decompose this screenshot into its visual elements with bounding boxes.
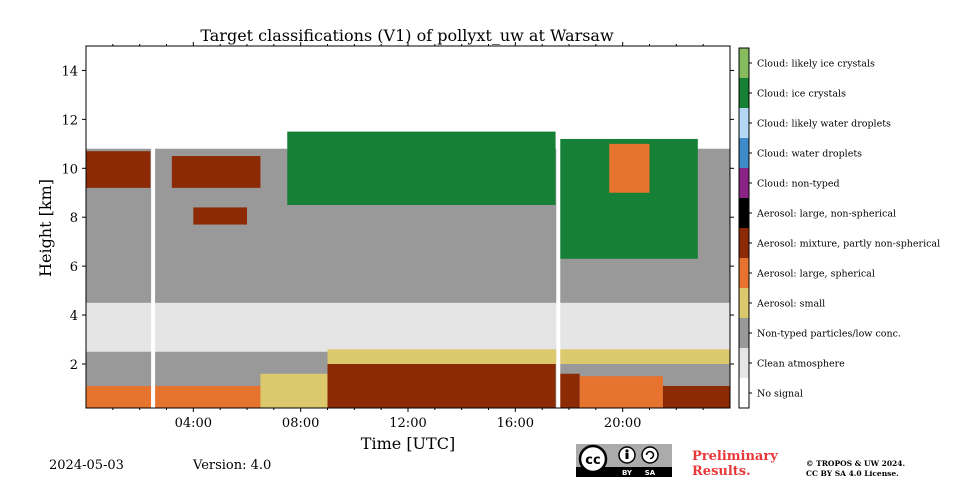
class-region <box>171 156 261 188</box>
class-region <box>86 302 730 352</box>
legend-swatch <box>739 138 749 168</box>
y-tick-label: 2 <box>70 358 78 373</box>
x-axis-label: Time [UTC] <box>361 434 455 453</box>
legend-label: Aerosol: small <box>756 299 825 310</box>
legend-swatch <box>739 108 749 138</box>
y-tick-label: 8 <box>70 211 78 226</box>
data-gap <box>151 46 156 408</box>
legend-label: Cloud: ice crystals <box>757 89 846 100</box>
preliminary-line-2: Results. <box>692 464 751 479</box>
copyright-note: © TROPOS & UW 2024. CC BY SA 4.0 License… <box>806 459 905 479</box>
copyright-line-2: CC BY SA 4.0 License. <box>806 469 899 478</box>
legend-label: Cloud: likely ice crystals <box>757 59 875 70</box>
y-tick-label: 12 <box>61 113 78 128</box>
data-gap <box>556 46 561 408</box>
x-axis: 04:00 08:00 12:00 16:00 20:00 <box>112 42 704 431</box>
legend-swatch <box>739 318 749 348</box>
cc-by-sa-icon: cc BY SA <box>576 444 672 477</box>
y-tick-label: 6 <box>70 260 78 275</box>
legend-label: Non-typed particles/low conc. <box>757 329 901 340</box>
legend-label: Aerosol: large, spherical <box>756 269 875 280</box>
cc-by-label: BY <box>622 469 633 477</box>
copyright-line-1: © TROPOS & UW 2024. <box>806 459 906 468</box>
class-region <box>327 356 556 408</box>
x-tick-label: 04:00 <box>175 416 212 431</box>
class-legend: Cloud: likely ice crystals Cloud: ice cry… <box>738 47 940 409</box>
legend-label: Aerosol: large, non-spherical <box>756 209 896 220</box>
plot-area <box>86 46 730 408</box>
legend-label: Clean atmosphere <box>757 359 845 370</box>
legend-swatch <box>739 228 749 258</box>
legend-label: Cloud: water droplets <box>757 149 862 160</box>
class-region <box>609 143 650 193</box>
class-region <box>558 373 580 408</box>
class-region <box>579 376 663 408</box>
y-tick-label: 10 <box>61 162 78 177</box>
legend-frame <box>738 47 750 409</box>
legend-swatch <box>739 48 749 78</box>
preliminary-line-1: Preliminary <box>692 449 778 464</box>
legend-label: Cloud: non-typed <box>757 179 840 190</box>
legend-swatch <box>739 378 749 408</box>
class-region <box>287 131 556 205</box>
class-region <box>86 151 151 188</box>
y-tick-label: 4 <box>70 309 78 324</box>
legend-swatch <box>739 198 749 228</box>
y-axis: 2 4 6 8 10 12 14 <box>61 64 734 373</box>
legend-swatch <box>739 78 749 108</box>
legend-swatch <box>739 258 749 288</box>
legend-swatch <box>739 168 749 198</box>
date-label: 2024-05-03 <box>49 458 124 473</box>
legend-label: No signal <box>757 389 803 400</box>
svg-text:cc: cc <box>585 453 600 468</box>
x-tick-label: 16:00 <box>497 416 534 431</box>
preliminary-note: Preliminary Results. <box>692 449 778 479</box>
cc-sa-label: SA <box>645 469 656 477</box>
y-tick-label: 14 <box>61 64 78 79</box>
legend-swatch <box>739 348 749 378</box>
legend-swatch <box>739 288 749 318</box>
class-region <box>662 385 730 408</box>
x-tick-label: 12:00 <box>389 416 426 431</box>
version-label: Version: 4.0 <box>193 458 272 473</box>
legend-label: Aerosol: mixture, partly non-spherical <box>756 239 940 250</box>
x-tick-label: 20:00 <box>604 416 641 431</box>
class-region <box>327 349 730 364</box>
class-region <box>86 385 261 408</box>
class-region <box>260 373 328 408</box>
legend-label: Cloud: likely water droplets <box>757 119 891 130</box>
x-tick-label: 08:00 <box>282 416 319 431</box>
y-axis-label: Height [km] <box>36 179 55 277</box>
chart-title: Target classifications (V1) of pollyxt_u… <box>200 26 614 45</box>
class-region <box>193 207 247 225</box>
